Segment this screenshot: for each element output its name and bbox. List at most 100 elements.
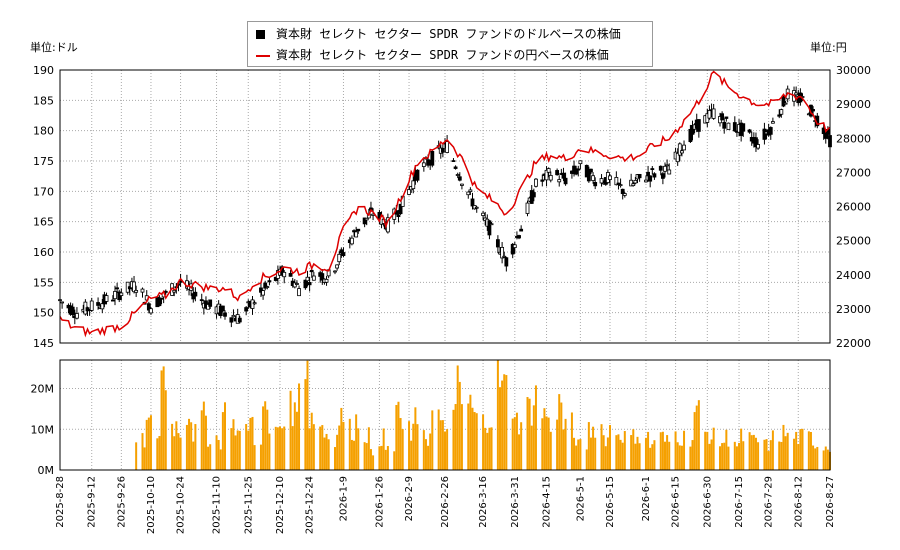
volume-bar [444, 431, 446, 470]
volume-bar [219, 449, 222, 470]
price-candle [75, 307, 79, 320]
volume-bar [562, 429, 565, 470]
volume-bar [247, 430, 250, 470]
volume-bar [350, 439, 353, 470]
right-tick-label: 23000 [836, 303, 871, 316]
x-tick-label: 2026-8-27 [825, 476, 836, 528]
volume-bar [353, 440, 356, 470]
volume-bar [274, 426, 277, 470]
price-candle [502, 251, 507, 258]
volume-bar [215, 435, 218, 470]
volume-bar [382, 428, 385, 470]
volume-bar [518, 434, 521, 470]
volume-bar [683, 430, 686, 470]
volume-bar [177, 433, 180, 470]
volume-bar [304, 379, 307, 470]
volume-bar [204, 415, 207, 470]
legend-usd: 資本財 セレクト セクター SPDR ファンドのドルベースの株価 [256, 25, 621, 43]
volume-bar [158, 436, 161, 470]
volume-bar [735, 446, 738, 470]
price-candle [231, 309, 236, 318]
volume-bar [556, 419, 559, 470]
volume-bar [363, 442, 366, 470]
volume-bar [192, 441, 195, 470]
price-candle [732, 116, 737, 132]
price-candle [633, 176, 638, 185]
volume-bar [814, 448, 817, 470]
volume-bar [171, 423, 174, 470]
volume-bar [384, 449, 387, 470]
volume-bar [786, 432, 789, 470]
volume-bar [276, 427, 279, 470]
volume-bar [757, 442, 760, 470]
volume-bar [401, 429, 404, 470]
price-candle [337, 251, 342, 266]
volume-bar [319, 426, 322, 470]
volume-bar [691, 440, 694, 470]
legend-usd-label: 資本財 セレクト セクター SPDR ファンドのドルベースの株価 [276, 27, 621, 41]
volume-bar [460, 404, 463, 470]
volume-bar [515, 412, 518, 470]
price-candle [453, 165, 458, 170]
volume-bar [488, 427, 491, 470]
price-candle [440, 143, 445, 158]
x-tick-label: 2025-10-10 [146, 476, 157, 534]
volume-bar [570, 412, 573, 470]
price-candle [652, 172, 657, 180]
price-candle [680, 149, 684, 157]
volume-bar [412, 423, 415, 470]
left-tick-label: 150 [33, 307, 54, 320]
x-tick-label: 2026-6-1 [641, 476, 652, 521]
price-candle [650, 166, 655, 175]
volume-bar [221, 412, 224, 470]
volume-bar [386, 446, 389, 470]
price-candle [335, 264, 340, 271]
volume-bar [251, 416, 254, 470]
volume-bar [763, 439, 766, 470]
volume-bar [410, 440, 413, 470]
volume-bar [585, 449, 588, 470]
price-candle [629, 173, 634, 187]
price-candle [563, 172, 568, 186]
x-tick-label: 2026-1-9 [338, 476, 349, 521]
volume-bar [484, 427, 487, 470]
price-candle [489, 221, 494, 226]
price-candle [474, 205, 479, 213]
volume-bar [530, 425, 533, 470]
price-candle [407, 185, 411, 196]
volume-bar [689, 446, 692, 470]
volume-bar [306, 360, 309, 470]
volume-bar [609, 425, 611, 470]
volume-bar [185, 424, 188, 470]
volume-bar [653, 440, 656, 470]
price-candle [660, 171, 665, 185]
volume-bar [795, 431, 798, 470]
volume-bar [782, 424, 785, 470]
volume-bar [200, 410, 203, 470]
volume-bar [441, 420, 444, 470]
left-tick-label: 175 [33, 155, 54, 168]
price-candle [364, 217, 369, 226]
price-candle [754, 132, 758, 152]
volume-bar [778, 441, 781, 470]
right-tick-label: 25000 [836, 235, 871, 248]
price-candle [470, 192, 475, 210]
right-tick-label: 28000 [836, 132, 871, 145]
volume-bar [473, 412, 476, 470]
price-candle [622, 192, 627, 198]
x-tick-label: 2025-12-10 [275, 476, 286, 534]
volume-bar [558, 394, 561, 470]
price-candle [398, 203, 403, 215]
price-candle [747, 128, 752, 134]
price-candle [113, 285, 117, 306]
volume-bar [393, 451, 396, 470]
volume-bar [283, 426, 286, 470]
volume-bar [190, 422, 193, 470]
price-candle [517, 234, 521, 240]
volume-bar [807, 431, 810, 470]
volume-bar [156, 438, 159, 470]
volume-bar [824, 446, 827, 470]
price-candle [593, 177, 598, 190]
volume-bar [606, 437, 609, 470]
price-candle [646, 165, 650, 182]
